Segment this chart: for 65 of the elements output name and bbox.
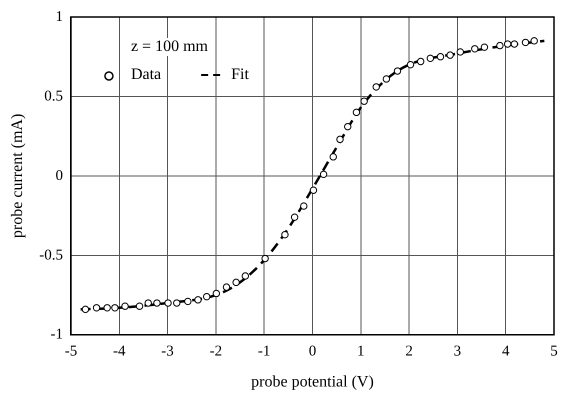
point [103, 304, 111, 312]
point [173, 299, 180, 307]
point [144, 299, 152, 307]
point [242, 272, 250, 280]
point [300, 202, 308, 210]
y-tick-label: -1 [50, 326, 63, 343]
point [394, 67, 402, 75]
y-tick-label: 1 [55, 8, 63, 25]
x-axis-title: probe potential (V) [251, 374, 374, 391]
point [480, 43, 488, 51]
point [330, 153, 337, 161]
y-tick-label: 0 [55, 168, 63, 184]
legend-label: Data [130, 66, 162, 84]
point [406, 60, 414, 68]
point [310, 186, 318, 194]
point [320, 170, 328, 178]
legend-title: z = 100 mm [130, 38, 209, 56]
point [121, 302, 129, 310]
point [446, 51, 454, 59]
point [153, 299, 161, 307]
point [352, 108, 360, 116]
point [281, 230, 289, 238]
point [202, 292, 210, 300]
x-tick-label: 1 [357, 344, 365, 360]
x-tick-label: 4 [502, 344, 510, 360]
x-tick-label: -3 [161, 344, 174, 360]
y-tick-label: -0.5 [39, 247, 63, 264]
point [222, 283, 230, 291]
x-tick-label: -2 [210, 344, 222, 360]
point [344, 122, 352, 130]
point [261, 254, 269, 262]
point [232, 278, 240, 286]
point [82, 306, 90, 314]
point [426, 54, 434, 62]
point [92, 304, 100, 312]
point [336, 136, 344, 144]
x-tick-label: -1 [258, 344, 270, 360]
point [456, 48, 464, 56]
point [184, 298, 192, 306]
x-tick-label: 3 [454, 344, 462, 360]
point [136, 302, 144, 310]
point [522, 38, 530, 46]
x-tick-label: -4 [113, 344, 126, 360]
point [164, 299, 172, 307]
point [436, 53, 444, 60]
point [360, 98, 368, 105]
point [290, 214, 298, 221]
x-tick-label: 5 [550, 344, 558, 360]
point [496, 42, 504, 50]
point [212, 290, 220, 298]
point [416, 58, 424, 66]
x-tick-label: 2 [405, 344, 413, 360]
x-tick-label: 0 [308, 344, 316, 360]
point [530, 37, 538, 45]
point [471, 45, 478, 52]
point [194, 296, 202, 304]
point [510, 40, 518, 48]
legend-label: Fit [231, 66, 250, 84]
point [382, 75, 390, 83]
y-tick-label: 0.5 [44, 88, 63, 104]
x-tick-label: -5 [64, 344, 78, 360]
point [111, 304, 119, 312]
point [504, 40, 512, 48]
y-axis-title: probe current (mA) [8, 114, 26, 238]
point [372, 83, 380, 91]
